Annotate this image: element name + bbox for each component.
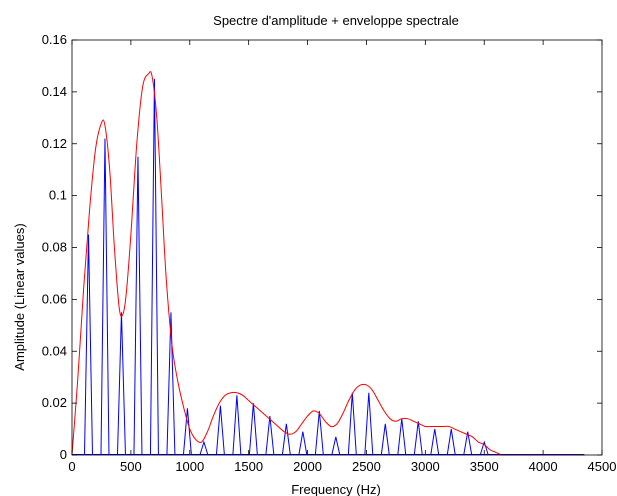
y-tick-label: 0.04 — [42, 343, 67, 358]
spectrum-stem — [347, 392, 357, 456]
spectrum-stem — [463, 431, 473, 456]
spectrum-stem — [116, 312, 126, 456]
spectrum-stem — [265, 416, 275, 456]
spectrum-stem — [364, 392, 374, 456]
spectrum-stem — [83, 234, 93, 456]
y-axis-label: Amplitude (Linear values) — [12, 223, 27, 370]
x-tick-label: 4500 — [588, 459, 617, 474]
x-tick-label: 2500 — [352, 459, 381, 474]
spectrum-stem — [298, 431, 308, 456]
spectrum-stem — [133, 156, 143, 456]
spectrum-stem — [446, 428, 456, 456]
spectrum-stems — [72, 78, 585, 456]
x-tick-label: 1500 — [234, 459, 263, 474]
x-axis-label: Frequency (Hz) — [291, 482, 381, 496]
spectrum-stem — [430, 428, 440, 456]
spectrum-stem — [232, 395, 242, 456]
y-tick-label: 0.14 — [42, 84, 67, 99]
y-tick-label: 0.1 — [49, 188, 67, 203]
spectrum-stem — [149, 78, 159, 456]
chart-title: Spectre d'amplitude + enveloppe spectral… — [213, 13, 459, 28]
y-tick-label: 0.12 — [42, 136, 67, 151]
x-tick-label: 3000 — [411, 459, 440, 474]
spectrum-stem — [281, 423, 291, 456]
x-tick-label: 3500 — [470, 459, 499, 474]
spectrum-stem — [182, 408, 192, 456]
spectrum-stem — [166, 312, 176, 456]
y-tick-label: 0.08 — [42, 240, 67, 255]
spectrum-stem — [100, 138, 110, 456]
spectrum-stem — [331, 436, 341, 456]
y-tick-label: 0.02 — [42, 395, 67, 410]
x-tick-label: 4000 — [529, 459, 558, 474]
y-tick-label: 0.06 — [42, 291, 67, 306]
y-tick-label: 0.16 — [42, 32, 67, 47]
x-tick-label: 0 — [68, 459, 75, 474]
x-tick-label: 2000 — [293, 459, 322, 474]
y-axis-ticks: 0 0.02 0.04 0.06 0.08 0.1 0.12 0.14 0.16 — [42, 32, 602, 462]
spectrum-stem — [199, 440, 209, 456]
x-tick-label: 500 — [120, 459, 142, 474]
spectral-envelope-line — [71, 71, 585, 456]
spectrum-stem — [314, 410, 324, 456]
x-axis-ticks: 0 500 1000 1500 2000 2500 3000 3500 4000 4500 — [68, 40, 616, 474]
spectrum-stem — [215, 405, 225, 456]
spectrum-stem — [248, 403, 258, 456]
x-tick-label: 1000 — [175, 459, 204, 474]
y-tick-label: 0 — [60, 447, 67, 462]
spectrum-stem — [380, 423, 390, 456]
spectrum-stem — [413, 421, 423, 456]
spectrum-stem — [479, 440, 489, 456]
